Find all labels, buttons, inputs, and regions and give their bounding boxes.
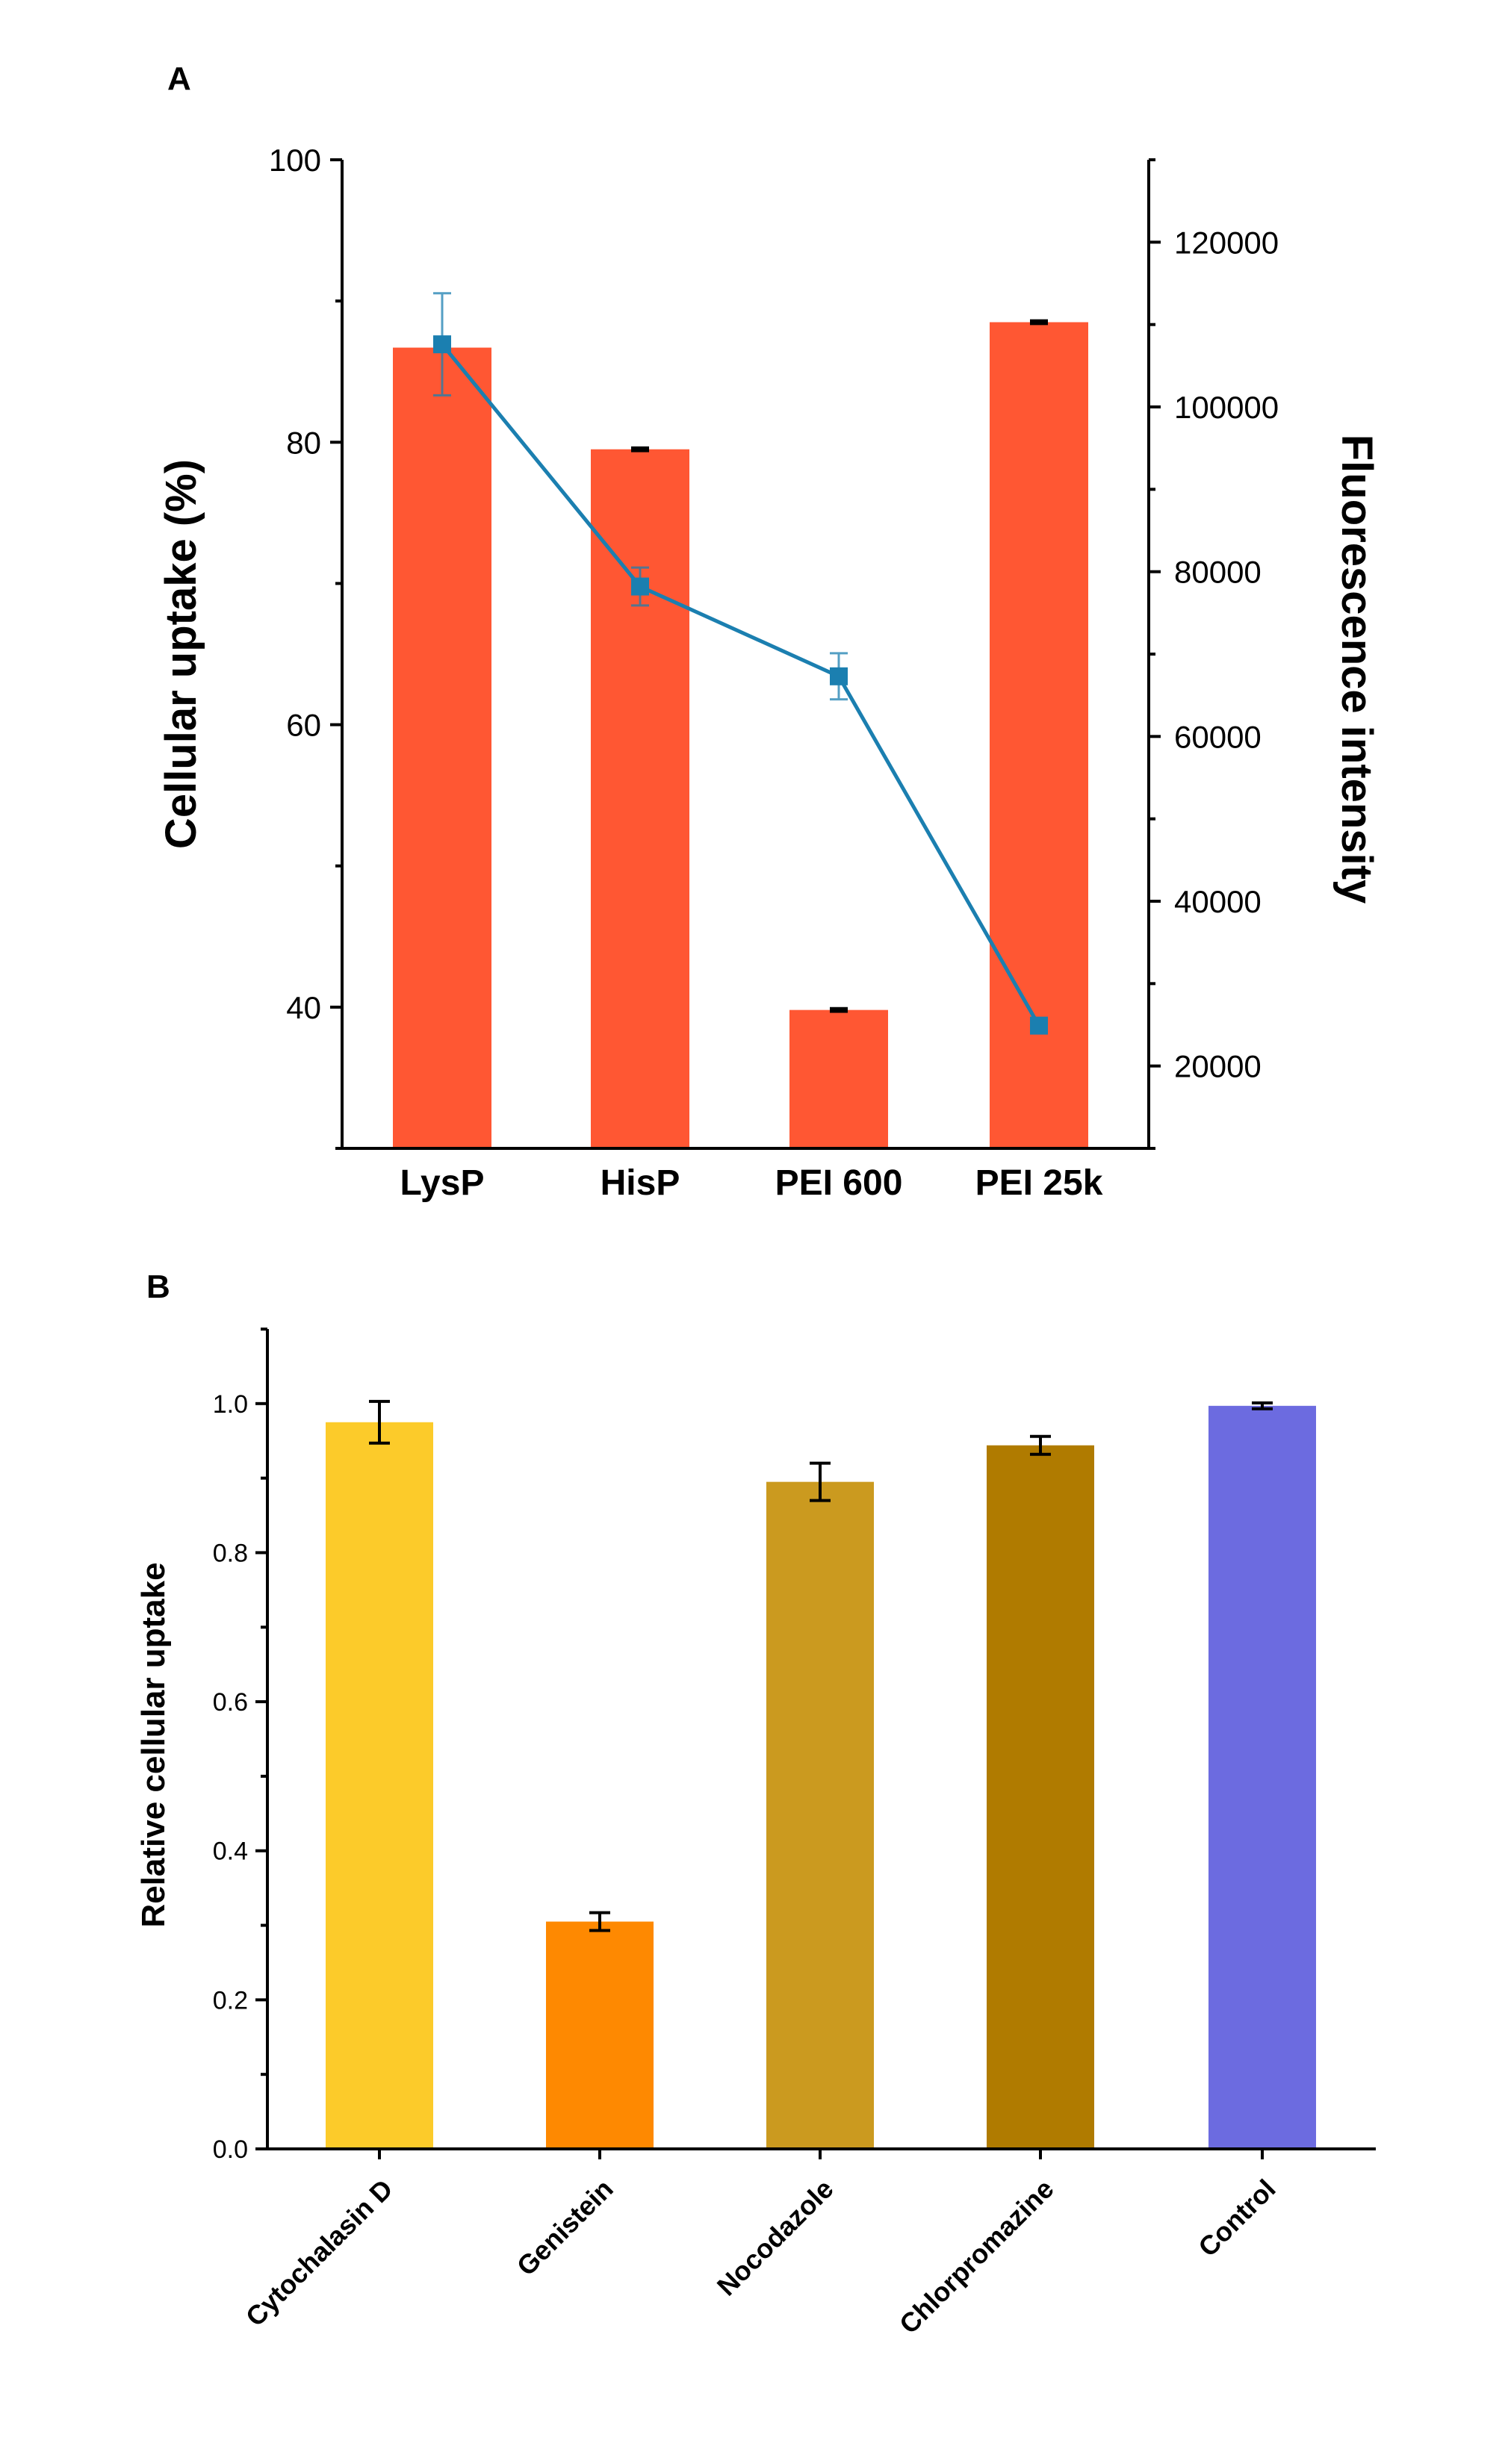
line-point-pei-600 [830,667,848,685]
y-tick-label-0-4: 0.4 [213,1838,248,1866]
category-label-pei-600: PEI 600 [775,1163,903,1203]
bar-error-control [1252,1401,1273,1410]
right-tick-label-80000: 80000 [1174,555,1262,590]
y-tick-label-0-0: 0.0 [213,2135,248,2164]
bar-hisp [591,449,689,1148]
bar-error-genistein [589,1911,610,1932]
bar-error-cytochalasin-d [369,1399,390,1445]
line-point-hisp [631,577,649,596]
right-tick-label-60000: 60000 [1174,719,1262,754]
right-tick-label-20000: 20000 [1174,1049,1262,1084]
category-label-lysp: LysP [400,1163,485,1203]
bar-error-chlorpromazine [1030,1434,1051,1456]
bar-error-nocodazole [810,1461,831,1502]
category-label-cytochalasin-d: Cytochalasin D [240,2174,399,2333]
left-tick-label-40: 40 [286,990,321,1025]
right-tick-label-100000: 100000 [1174,390,1279,425]
category-label-chlorpromazine: Chlorpromazine [893,2174,1060,2340]
category-label-hisp: HisP [601,1163,680,1203]
left-tick-label-60: 60 [286,708,321,743]
bar-chlorpromazine [987,1445,1094,2149]
y-tick-label-0-6: 0.6 [213,1688,248,1717]
y-axis-title: Relative cellular uptake [135,1562,172,1927]
panel-b-letter: B [146,1269,170,1305]
category-label-pei-25k: PEI 25k [975,1163,1103,1203]
y-tick-label-1-0: 1.0 [213,1390,248,1419]
bar-pei-600 [789,1009,888,1148]
right-tick-label-120000: 120000 [1174,225,1279,260]
bar-lysp [393,347,491,1148]
right-tick-label-40000: 40000 [1174,884,1262,919]
bar-nocodazole [766,1481,874,2149]
category-label-control: Control [1192,2174,1281,2262]
right-axis-title: Fluorescence intensity [1332,435,1381,904]
left-tick-label-100: 100 [269,143,321,178]
category-label-nocodazole: Nocodazole [711,2174,840,2302]
bar-error-hisp [631,446,649,452]
panel-a-chart: 40 60 80 100 20000 40000 60000 80000 100000 12000… [157,143,1381,1203]
left-tick-label-80: 80 [286,425,321,460]
bar-cytochalasin-d [326,1422,433,2149]
bar-error-pei-600 [830,1007,848,1013]
line-point-lysp [433,335,451,354]
panel-b-chart: 0.0 0.2 0.4 0.6 0.8 1.0 Cytochalasin D Genistei… [135,1328,1376,2340]
y-tick-label-0-8: 0.8 [213,1539,248,1567]
bar-control [1208,1405,1316,2149]
fluorescence-line [441,343,1041,1027]
line-point-pei-25k [1030,1016,1048,1035]
bar-genistein [546,1921,654,2149]
bar-error-pei-25k [1030,319,1048,326]
category-label-genistein: Genistein [511,2174,619,2282]
y-tick-label-0-2: 0.2 [213,1986,248,2015]
bar-pei-25k [990,322,1088,1148]
panel-a-letter: A [167,60,191,97]
left-axis-title: Cellular uptake (%) [157,459,205,849]
